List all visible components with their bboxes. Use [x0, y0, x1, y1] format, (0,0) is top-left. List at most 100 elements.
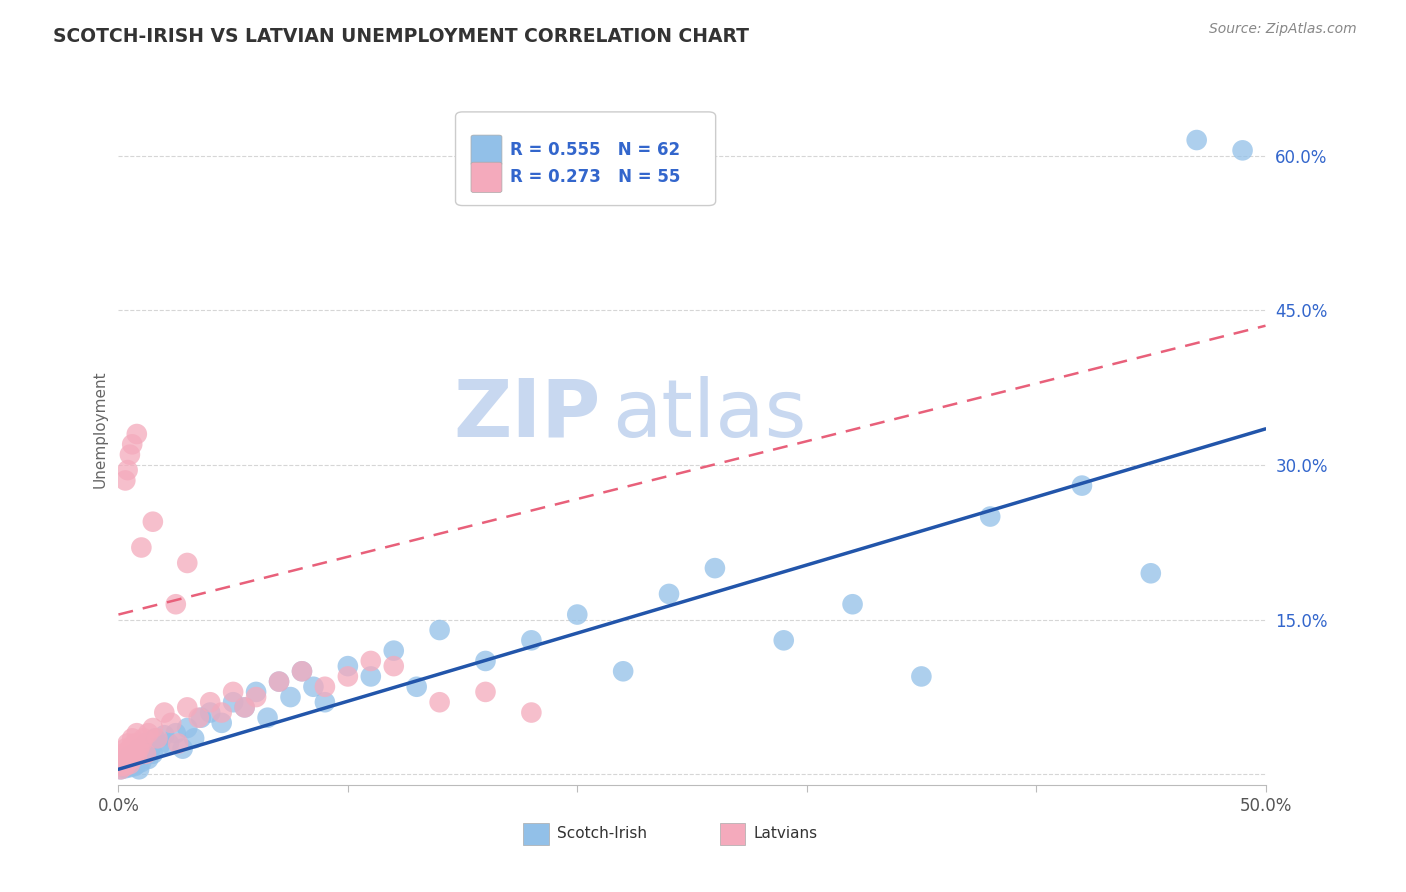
Point	[153, 706, 176, 720]
Point	[124, 747, 146, 761]
Point	[142, 747, 165, 761]
Point	[112, 752, 135, 766]
Point	[1139, 566, 1161, 581]
Text: Scotch-Irish: Scotch-Irish	[557, 826, 647, 841]
Point	[211, 706, 233, 720]
Point	[128, 741, 150, 756]
Point	[360, 654, 382, 668]
Point	[176, 556, 198, 570]
Point	[200, 706, 222, 720]
Point	[267, 674, 290, 689]
Point	[110, 762, 132, 776]
Point	[121, 731, 143, 746]
Point	[267, 674, 290, 689]
Point	[382, 643, 405, 657]
Text: Source: ZipAtlas.com: Source: ZipAtlas.com	[1209, 22, 1357, 37]
Point	[1232, 144, 1254, 158]
Point	[143, 731, 166, 746]
Point	[117, 752, 139, 766]
Point	[222, 695, 245, 709]
Point	[125, 752, 148, 766]
Point	[146, 731, 169, 746]
Point	[153, 728, 176, 742]
Point	[233, 700, 256, 714]
Point	[125, 726, 148, 740]
Point	[302, 680, 325, 694]
Point	[125, 757, 148, 772]
Point	[128, 762, 150, 776]
Point	[187, 711, 209, 725]
Text: R = 0.273   N = 55: R = 0.273 N = 55	[510, 169, 681, 186]
Point	[142, 721, 165, 735]
Point	[211, 715, 233, 730]
Point	[131, 755, 153, 769]
Point	[1071, 478, 1094, 492]
Text: SCOTCH-IRISH VS LATVIAN UNEMPLOYMENT CORRELATION CHART: SCOTCH-IRISH VS LATVIAN UNEMPLOYMENT COR…	[53, 27, 749, 45]
Point	[474, 654, 496, 668]
Point	[245, 685, 267, 699]
Point	[520, 633, 543, 648]
Point	[176, 700, 198, 714]
Point	[336, 669, 359, 683]
Point	[245, 690, 267, 704]
Point	[114, 761, 136, 775]
Point	[124, 737, 146, 751]
Point	[131, 737, 153, 751]
Point	[233, 700, 256, 714]
Point	[658, 587, 681, 601]
Point	[112, 757, 135, 772]
Point	[112, 759, 135, 773]
Point	[314, 695, 336, 709]
Point	[114, 741, 136, 756]
Y-axis label: Unemployment: Unemployment	[93, 370, 107, 488]
Point	[172, 741, 194, 756]
Point	[136, 752, 159, 766]
Point	[167, 737, 190, 751]
Point	[117, 737, 139, 751]
Point	[112, 747, 135, 761]
Point	[139, 741, 162, 756]
Point	[142, 515, 165, 529]
Point	[125, 427, 148, 442]
Point	[117, 759, 139, 773]
Point	[114, 748, 136, 763]
Point	[183, 731, 205, 746]
Point	[979, 509, 1001, 524]
Point	[405, 680, 427, 694]
Point	[291, 665, 314, 679]
Point	[429, 695, 451, 709]
Point	[121, 757, 143, 772]
Point	[121, 437, 143, 451]
Point	[125, 748, 148, 763]
Point	[118, 448, 141, 462]
Point	[117, 463, 139, 477]
Point	[222, 685, 245, 699]
Point	[118, 760, 141, 774]
Point	[165, 726, 187, 740]
Point	[360, 669, 382, 683]
Point	[474, 685, 496, 699]
Point	[128, 741, 150, 756]
Point	[429, 623, 451, 637]
Point	[612, 665, 634, 679]
Point	[703, 561, 725, 575]
Point	[118, 748, 141, 763]
Point	[136, 726, 159, 740]
Point	[110, 759, 132, 773]
Text: ZIP: ZIP	[453, 376, 600, 454]
Point	[157, 737, 180, 751]
Point	[110, 755, 132, 769]
Point	[382, 659, 405, 673]
Point	[114, 759, 136, 773]
Point	[190, 711, 212, 725]
Text: R = 0.555   N = 62: R = 0.555 N = 62	[510, 141, 681, 160]
Point	[124, 747, 146, 761]
Point	[176, 721, 198, 735]
Point	[910, 669, 932, 683]
Point	[256, 711, 278, 725]
Point	[117, 747, 139, 761]
Point	[132, 748, 155, 763]
Point	[567, 607, 589, 622]
Text: Latvians: Latvians	[754, 826, 818, 841]
Point	[110, 762, 132, 776]
